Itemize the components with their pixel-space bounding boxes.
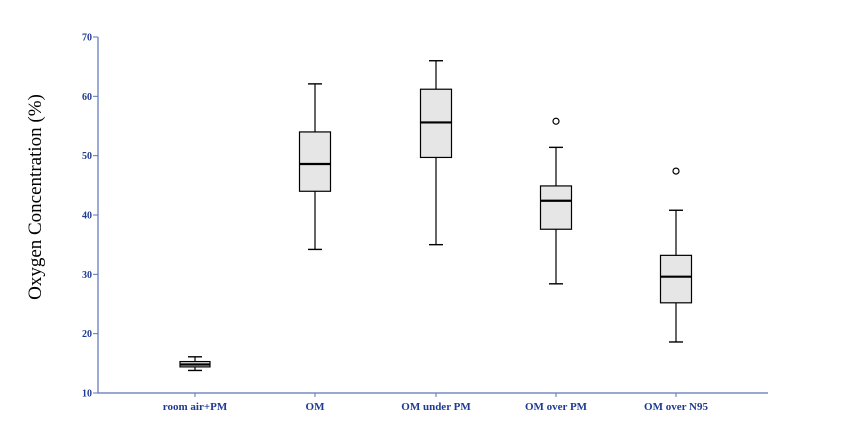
y-tick-label: 20 xyxy=(82,329,92,340)
box-series xyxy=(179,60,693,372)
x-tick-label: room air+PM xyxy=(163,401,228,413)
y-tick-label: 60 xyxy=(82,92,92,103)
box-5 xyxy=(659,167,693,343)
x-tick-label: OM xyxy=(306,401,326,413)
y-tick-label: 30 xyxy=(82,270,92,281)
y-tick-label: 70 xyxy=(82,33,92,44)
x-tick-label: OM under PM xyxy=(401,401,471,413)
box-1 xyxy=(179,356,211,372)
y-axis-ticks: 10 20 30 40 50 60 70 xyxy=(82,33,98,400)
iqr-box xyxy=(659,254,693,304)
outlier-point xyxy=(552,117,560,125)
box-3 xyxy=(419,60,453,246)
y-tick-label: 10 xyxy=(82,389,92,400)
y-tick-label: 40 xyxy=(82,211,92,222)
outlier-point xyxy=(672,167,680,175)
x-tick-label: OM over N95 xyxy=(644,401,708,413)
y-axis-label: Oxygen Concentration (%) xyxy=(25,94,46,300)
box-4 xyxy=(539,117,573,285)
iqr-box xyxy=(298,131,332,192)
x-axis-labels: room air+PM OM OM under PM OM over PM OM ove… xyxy=(163,393,708,413)
box-2 xyxy=(298,83,332,251)
x-tick-label: OM over PM xyxy=(525,401,588,413)
iqr-box xyxy=(539,185,573,230)
y-tick-label: 50 xyxy=(82,151,92,162)
